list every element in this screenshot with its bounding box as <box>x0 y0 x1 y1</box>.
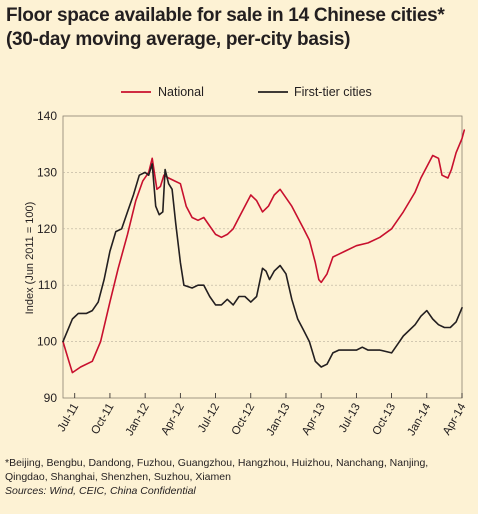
series-first-tier-line <box>62 163 463 368</box>
sources-note: Sources: Wind, CEIC, China Confidential <box>5 485 196 497</box>
y-tick-label: 140 <box>37 109 57 123</box>
x-axis: Jul-11 Oct-11 Jan-12 Apr-12 Jul-12 Oct-12 Jan-… <box>56 393 469 438</box>
y-axis: 90 100 110 120 130 140 <box>37 109 57 405</box>
y-tick-label: 130 <box>37 165 57 179</box>
x-tick-label: Oct-13 <box>371 402 399 438</box>
title-line-1: Floor space available for sale in 14 Chi… <box>6 5 445 26</box>
y-tick-label: 90 <box>44 391 58 405</box>
legend-label-first-tier: First-tier cities <box>294 85 372 99</box>
x-tick-label: Apr-12 <box>159 402 187 438</box>
title-line-2: (30-day moving average, per-city basis) <box>6 29 351 50</box>
y-axis-label: Index (Jun 2011 = 100) <box>24 202 36 315</box>
footnote-line-1: *Beijing, Bengbu, Dandong, Fuzhou, Guang… <box>5 457 429 469</box>
y-tick-label: 110 <box>38 278 57 292</box>
x-tick-label: Apr-13 <box>300 402 328 438</box>
x-tick-label: Jul-11 <box>56 402 82 434</box>
chart-title: Floor space available for sale in 14 Chi… <box>6 4 474 52</box>
x-tick-label: Oct-12 <box>230 402 258 438</box>
legend-label-national: National <box>158 85 204 99</box>
x-tick-label: Jul-13 <box>337 402 363 435</box>
footnotes: *Beijing, Bengbu, Dandong, Fuzhou, Guang… <box>5 456 473 498</box>
grid <box>62 115 463 399</box>
x-tick-label: Apr-14 <box>441 401 469 437</box>
x-tick-label: Jan-12 <box>124 402 152 438</box>
y-tick-label: 120 <box>37 222 57 236</box>
footnote-line-2: Qingdao, Shanghai, Shenzhen, Suzhou, Xia… <box>5 471 231 483</box>
x-tick-label: Jan-13 <box>265 402 293 438</box>
x-tick-label: Oct-11 <box>89 402 116 437</box>
x-tick-label: Jan-14 <box>405 401 433 438</box>
y-tick-label: 100 <box>37 335 57 349</box>
legend: National First-tier cities <box>121 85 372 99</box>
series-lines <box>62 129 466 374</box>
x-tick-label: Jul-12 <box>196 402 222 435</box>
series-national-line <box>62 129 466 374</box>
plot-frame <box>62 115 463 399</box>
